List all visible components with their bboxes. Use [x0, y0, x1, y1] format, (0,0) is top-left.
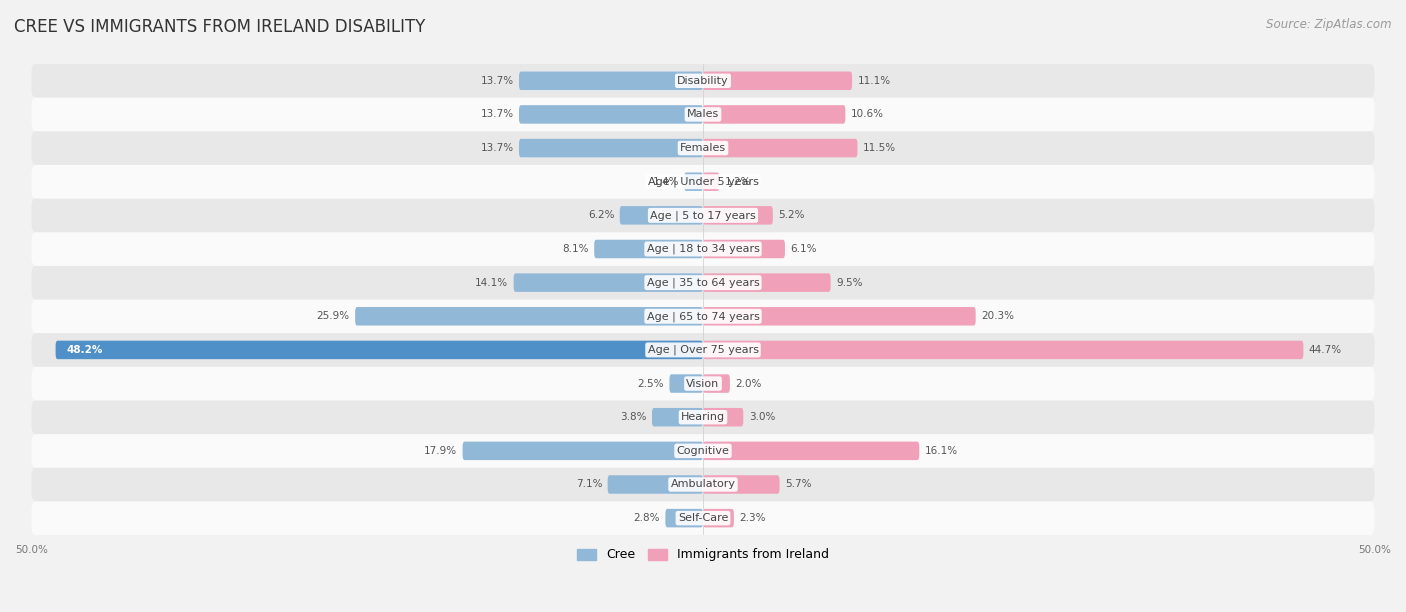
Text: Disability: Disability: [678, 76, 728, 86]
Text: 6.2%: 6.2%: [588, 211, 614, 220]
FancyBboxPatch shape: [703, 509, 734, 528]
FancyBboxPatch shape: [31, 131, 1375, 165]
FancyBboxPatch shape: [463, 442, 703, 460]
FancyBboxPatch shape: [31, 64, 1375, 97]
FancyBboxPatch shape: [513, 274, 703, 292]
Text: 8.1%: 8.1%: [562, 244, 589, 254]
FancyBboxPatch shape: [703, 105, 845, 124]
FancyBboxPatch shape: [669, 375, 703, 393]
FancyBboxPatch shape: [31, 232, 1375, 266]
FancyBboxPatch shape: [703, 139, 858, 157]
Text: 20.3%: 20.3%: [981, 312, 1014, 321]
Text: 13.7%: 13.7%: [481, 143, 513, 153]
FancyBboxPatch shape: [703, 173, 718, 191]
Text: 1.2%: 1.2%: [724, 177, 751, 187]
FancyBboxPatch shape: [703, 375, 730, 393]
FancyBboxPatch shape: [31, 198, 1375, 232]
FancyBboxPatch shape: [703, 307, 976, 326]
Text: 13.7%: 13.7%: [481, 110, 513, 119]
Text: 13.7%: 13.7%: [481, 76, 513, 86]
FancyBboxPatch shape: [703, 240, 785, 258]
Text: CREE VS IMMIGRANTS FROM IRELAND DISABILITY: CREE VS IMMIGRANTS FROM IRELAND DISABILI…: [14, 18, 426, 36]
FancyBboxPatch shape: [56, 341, 703, 359]
Text: Self-Care: Self-Care: [678, 513, 728, 523]
Legend: Cree, Immigrants from Ireland: Cree, Immigrants from Ireland: [572, 543, 834, 566]
FancyBboxPatch shape: [703, 72, 852, 90]
FancyBboxPatch shape: [703, 274, 831, 292]
Text: 25.9%: 25.9%: [316, 312, 350, 321]
Text: Age | Over 75 years: Age | Over 75 years: [648, 345, 758, 355]
FancyBboxPatch shape: [31, 333, 1375, 367]
Text: 2.3%: 2.3%: [740, 513, 766, 523]
FancyBboxPatch shape: [31, 97, 1375, 131]
Text: 5.7%: 5.7%: [785, 479, 811, 490]
Text: Age | 18 to 34 years: Age | 18 to 34 years: [647, 244, 759, 254]
Text: 7.1%: 7.1%: [576, 479, 602, 490]
Text: 2.0%: 2.0%: [735, 379, 762, 389]
FancyBboxPatch shape: [31, 400, 1375, 434]
Text: Age | 35 to 64 years: Age | 35 to 64 years: [647, 277, 759, 288]
FancyBboxPatch shape: [356, 307, 703, 326]
Text: 3.8%: 3.8%: [620, 412, 647, 422]
FancyBboxPatch shape: [31, 367, 1375, 400]
Text: Females: Females: [681, 143, 725, 153]
Text: 16.1%: 16.1%: [925, 446, 957, 456]
FancyBboxPatch shape: [703, 341, 1303, 359]
Text: 17.9%: 17.9%: [425, 446, 457, 456]
Text: 3.0%: 3.0%: [748, 412, 775, 422]
Text: Age | 65 to 74 years: Age | 65 to 74 years: [647, 311, 759, 321]
Text: Age | 5 to 17 years: Age | 5 to 17 years: [650, 210, 756, 220]
FancyBboxPatch shape: [31, 501, 1375, 535]
Text: 9.5%: 9.5%: [837, 278, 862, 288]
FancyBboxPatch shape: [519, 72, 703, 90]
Text: Source: ZipAtlas.com: Source: ZipAtlas.com: [1267, 18, 1392, 31]
FancyBboxPatch shape: [607, 476, 703, 494]
Text: Cognitive: Cognitive: [676, 446, 730, 456]
Text: 1.4%: 1.4%: [652, 177, 679, 187]
Text: 44.7%: 44.7%: [1309, 345, 1341, 355]
Text: 5.2%: 5.2%: [778, 211, 804, 220]
FancyBboxPatch shape: [703, 476, 779, 494]
FancyBboxPatch shape: [31, 434, 1375, 468]
Text: 10.6%: 10.6%: [851, 110, 884, 119]
FancyBboxPatch shape: [519, 105, 703, 124]
Text: Hearing: Hearing: [681, 412, 725, 422]
FancyBboxPatch shape: [652, 408, 703, 427]
Text: 11.5%: 11.5%: [863, 143, 896, 153]
FancyBboxPatch shape: [703, 442, 920, 460]
Text: 2.5%: 2.5%: [637, 379, 664, 389]
FancyBboxPatch shape: [595, 240, 703, 258]
Text: 48.2%: 48.2%: [66, 345, 103, 355]
FancyBboxPatch shape: [685, 173, 703, 191]
FancyBboxPatch shape: [31, 266, 1375, 299]
Text: 14.1%: 14.1%: [475, 278, 508, 288]
Text: 11.1%: 11.1%: [858, 76, 890, 86]
FancyBboxPatch shape: [31, 165, 1375, 198]
FancyBboxPatch shape: [703, 206, 773, 225]
FancyBboxPatch shape: [665, 509, 703, 528]
Text: Age | Under 5 years: Age | Under 5 years: [648, 176, 758, 187]
Text: 2.8%: 2.8%: [634, 513, 659, 523]
Text: Vision: Vision: [686, 379, 720, 389]
Text: Ambulatory: Ambulatory: [671, 479, 735, 490]
FancyBboxPatch shape: [620, 206, 703, 225]
Text: 6.1%: 6.1%: [790, 244, 817, 254]
FancyBboxPatch shape: [519, 139, 703, 157]
FancyBboxPatch shape: [31, 468, 1375, 501]
FancyBboxPatch shape: [703, 408, 744, 427]
FancyBboxPatch shape: [31, 299, 1375, 333]
Text: Males: Males: [688, 110, 718, 119]
